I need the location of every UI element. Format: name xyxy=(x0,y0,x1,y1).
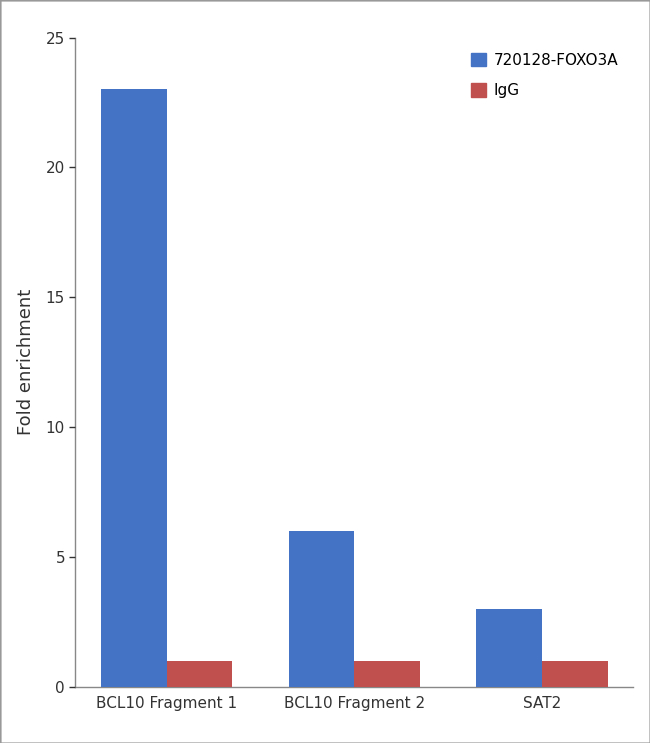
Bar xyxy=(101,89,166,687)
Bar xyxy=(289,531,354,687)
Y-axis label: Fold enrichment: Fold enrichment xyxy=(17,289,34,435)
Bar xyxy=(166,661,232,687)
Bar xyxy=(542,661,608,687)
Bar xyxy=(476,609,542,687)
Bar xyxy=(354,661,420,687)
Legend: 720128-FOXO3A, IgG: 720128-FOXO3A, IgG xyxy=(463,45,626,106)
